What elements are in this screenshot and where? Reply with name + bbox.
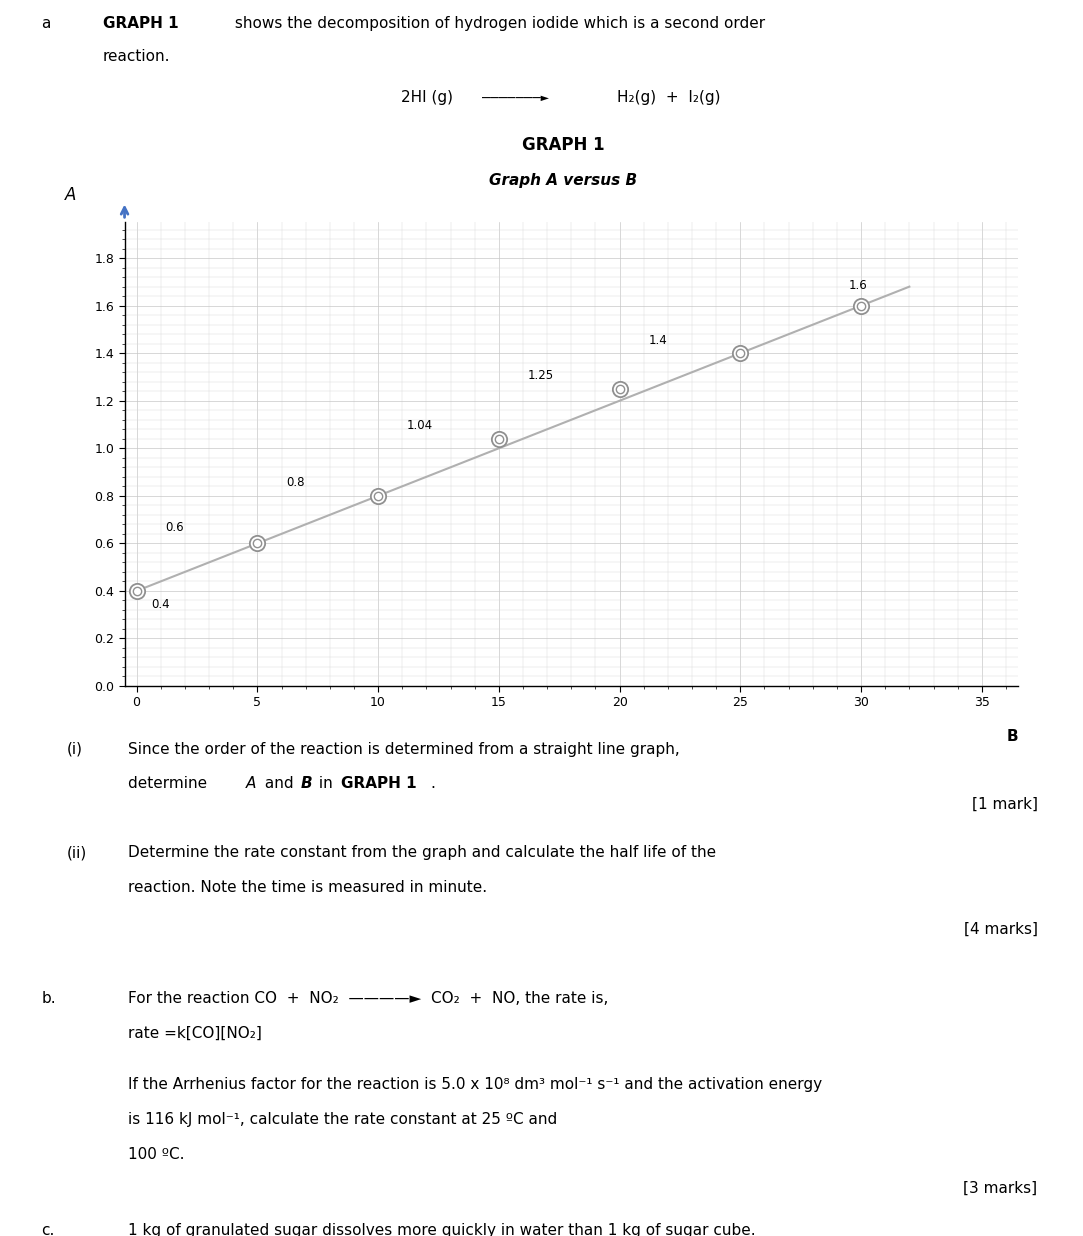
Text: .: . xyxy=(430,776,435,791)
Text: H₂(g)  +  I₂(g): H₂(g) + I₂(g) xyxy=(617,90,721,105)
Text: 1.4: 1.4 xyxy=(649,334,667,347)
Text: is 116 kJ mol⁻¹, calculate the rate constant at 25 ºC and: is 116 kJ mol⁻¹, calculate the rate cons… xyxy=(128,1112,557,1127)
Text: 1.6: 1.6 xyxy=(849,279,867,292)
Text: determine: determine xyxy=(128,776,212,791)
Text: in: in xyxy=(314,776,338,791)
Text: shows the decomposition of hydrogen iodide which is a second order: shows the decomposition of hydrogen iodi… xyxy=(230,16,765,31)
Text: Since the order of the reaction is determined from a straight line graph,: Since the order of the reaction is deter… xyxy=(128,742,679,756)
Text: a: a xyxy=(41,16,51,31)
Text: rate =k[CO][NO₂]: rate =k[CO][NO₂] xyxy=(128,1026,262,1041)
Text: [4 marks]: [4 marks] xyxy=(964,922,1038,937)
Text: (ii): (ii) xyxy=(67,845,88,860)
Text: reaction. Note the time is measured in minute.: reaction. Note the time is measured in m… xyxy=(128,880,487,895)
Text: 1 kg of granulated sugar dissolves more quickly in water than 1 kg of sugar cube: 1 kg of granulated sugar dissolves more … xyxy=(128,1222,756,1236)
Text: A: A xyxy=(246,776,257,791)
Text: GRAPH 1: GRAPH 1 xyxy=(103,16,179,31)
Text: 0.6: 0.6 xyxy=(166,522,184,534)
Text: $\mathit{A}$: $\mathit{A}$ xyxy=(64,185,78,204)
Text: Determine the rate constant from the graph and calculate the half life of the: Determine the rate constant from the gra… xyxy=(128,845,716,860)
Text: 2HI (g): 2HI (g) xyxy=(401,90,453,105)
Text: 0.4: 0.4 xyxy=(152,597,170,611)
Text: c.: c. xyxy=(41,1222,54,1236)
Text: [1 mark]: [1 mark] xyxy=(971,797,1038,812)
Text: B: B xyxy=(301,776,313,791)
Text: 100 ºC.: 100 ºC. xyxy=(128,1147,184,1162)
Text: $\mathit{\mathbf{B}}$: $\mathit{\mathbf{B}}$ xyxy=(1006,728,1018,744)
Text: 1.25: 1.25 xyxy=(527,370,553,382)
Text: b.: b. xyxy=(41,991,56,1006)
Text: GRAPH 1: GRAPH 1 xyxy=(522,136,604,154)
Text: and: and xyxy=(260,776,299,791)
Text: ———————►: ———————► xyxy=(482,91,549,105)
Text: GRAPH 1: GRAPH 1 xyxy=(341,776,417,791)
Text: [3 marks]: [3 marks] xyxy=(964,1182,1038,1196)
Text: If the Arrhenius factor for the reaction is 5.0 x 10⁸ dm³ mol⁻¹ s⁻¹ and the acti: If the Arrhenius factor for the reaction… xyxy=(128,1078,822,1093)
Text: reaction.: reaction. xyxy=(103,49,170,64)
Text: For the reaction CO  +  NO₂  ————►  CO₂  +  NO, the rate is,: For the reaction CO + NO₂ ————► CO₂ + NO… xyxy=(128,991,609,1006)
Text: 0.8: 0.8 xyxy=(286,476,304,489)
Text: (i): (i) xyxy=(67,742,83,756)
Text: Graph A versus B: Graph A versus B xyxy=(490,173,637,188)
Text: 1.04: 1.04 xyxy=(407,419,433,433)
